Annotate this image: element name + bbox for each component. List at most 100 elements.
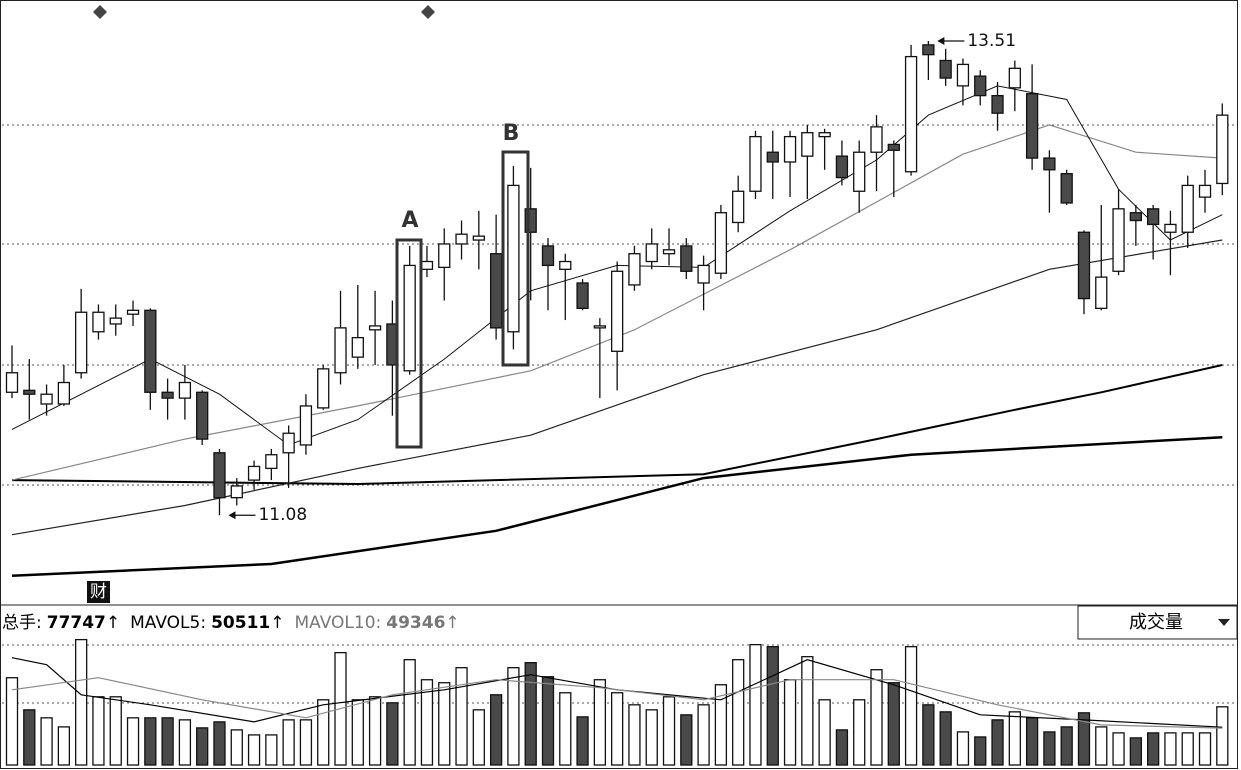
volume-legend: 总手: 77747↑ MAVOL5: 50511↑ MAVOL10: 49346↑ (2, 613, 460, 633)
candle-body (247, 465, 261, 481)
candle-body (489, 253, 503, 329)
candle-body (732, 190, 745, 224)
volume-bar (680, 714, 693, 766)
volume-bar (697, 704, 710, 766)
volume-bar (23, 709, 36, 766)
candle-body (196, 391, 209, 440)
candle-body (420, 260, 434, 270)
volume-bar (196, 727, 209, 766)
moving-average-line (11, 364, 1223, 486)
legend-value: 49346 (386, 613, 445, 633)
candle-body (974, 75, 987, 97)
legend-label: 总手: (2, 613, 42, 633)
candle-body (282, 432, 295, 454)
candle-body (697, 264, 710, 284)
volume-bar (489, 694, 503, 766)
volume-bar (1043, 731, 1056, 766)
volume-bar (230, 729, 243, 766)
volume-bar (1146, 732, 1160, 766)
volume-bar (161, 717, 174, 766)
volume-bar (1198, 732, 1212, 766)
candle-body (1146, 208, 1160, 226)
candle-body (853, 151, 866, 192)
diamond (421, 5, 435, 19)
candle-body (109, 317, 122, 325)
candle-body (5, 372, 19, 393)
volume-bar (5, 677, 19, 766)
candle-body (403, 264, 416, 372)
candle-body (559, 260, 572, 270)
candle-body (1112, 208, 1125, 272)
candle-body (611, 270, 624, 352)
volume-bar (662, 696, 676, 766)
candle-body (766, 151, 779, 163)
candle-body (1095, 276, 1108, 310)
annotation-label: 11.08 (258, 505, 307, 525)
volume-bar (282, 719, 295, 766)
legend-trend: ↑ (445, 613, 459, 633)
price-panel: 13.51 11.08 (5, 31, 1229, 577)
diamond (93, 5, 107, 19)
moving-average-line (11, 677, 1223, 729)
volume-bar (57, 726, 71, 766)
candle-body (438, 243, 451, 269)
volume-bar (818, 699, 831, 766)
legend-value: 50511 (211, 613, 270, 633)
candle-body (749, 135, 762, 192)
candle-body (922, 44, 935, 56)
candle-body (317, 368, 330, 409)
volume-bar (904, 646, 918, 766)
candle-body (161, 391, 174, 399)
volume-bar (213, 721, 226, 766)
candle-body (1077, 231, 1091, 300)
annotation-arrowhead (937, 36, 945, 45)
candle-body (472, 235, 485, 241)
volume-bar (870, 669, 883, 766)
volume-bar (922, 704, 935, 766)
candle-body (576, 282, 589, 310)
candle-body (40, 393, 53, 405)
highlight-box (501, 150, 530, 367)
candle-body (628, 253, 641, 286)
volume-bar (472, 709, 485, 766)
candle-body (126, 309, 140, 315)
candle-body (1198, 184, 1212, 198)
candle-body (680, 245, 693, 272)
candle-body (801, 132, 814, 157)
volume-bar (749, 643, 762, 766)
candle-body (265, 454, 278, 470)
volume-bar (732, 659, 745, 766)
volume-bar (386, 702, 399, 766)
candle-body (524, 208, 537, 233)
candle-body (178, 381, 192, 399)
annotation-label: 13.51 (967, 31, 1016, 51)
volume-bar (801, 656, 814, 766)
candle-body (593, 325, 607, 329)
candle-body (1043, 157, 1056, 171)
candle-body (368, 325, 382, 331)
volume-bar (766, 646, 779, 766)
volume-bar (1025, 717, 1039, 766)
volume-bar (1164, 732, 1177, 766)
volume-bar (853, 699, 866, 766)
volume-bar (1112, 732, 1125, 766)
volume-panel (5, 638, 1229, 766)
candle-body (1216, 114, 1229, 185)
volume-bar (455, 667, 468, 766)
candle-body (956, 63, 970, 87)
volume-bar (576, 716, 589, 766)
candle-body (1164, 223, 1177, 233)
volume-bar (939, 711, 952, 766)
moving-average-line (11, 124, 1223, 481)
volume-bar (783, 679, 797, 766)
volume-bar (507, 667, 520, 766)
candle-body (991, 94, 1004, 114)
volume-bar (420, 679, 434, 766)
indicator-dropdown[interactable] (1077, 605, 1238, 640)
candle-body (230, 485, 243, 499)
candle-body (57, 381, 71, 405)
candle-body (835, 155, 849, 179)
volume-bar (611, 692, 624, 766)
